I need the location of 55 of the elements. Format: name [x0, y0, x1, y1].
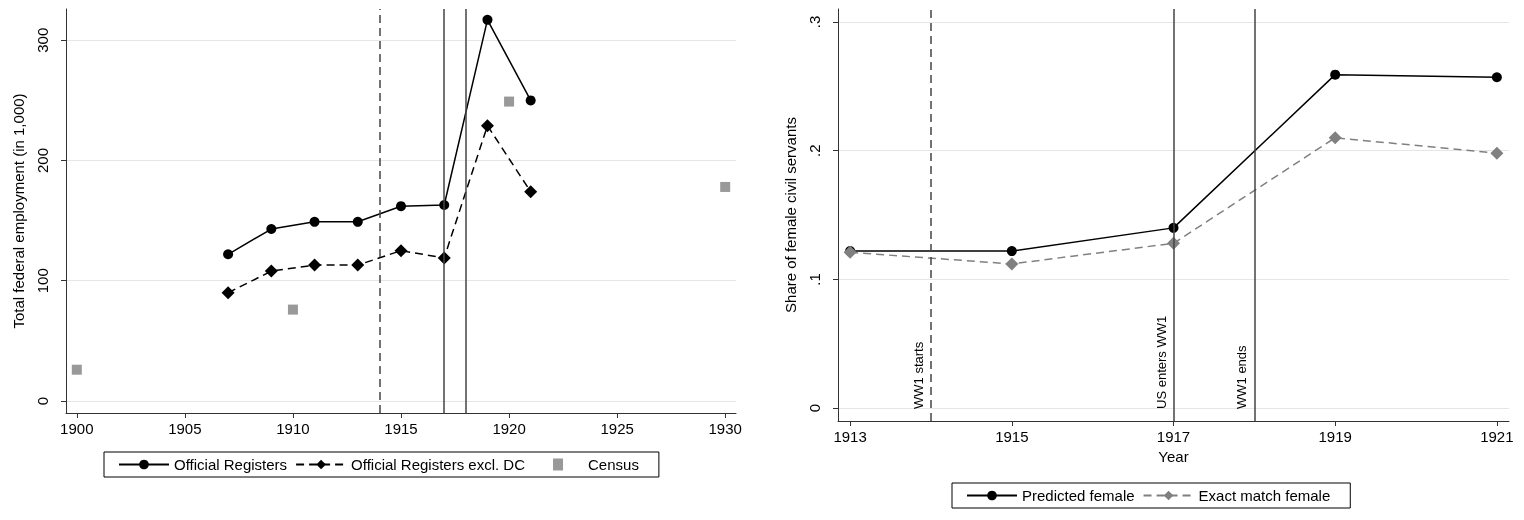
- point: [480, 119, 494, 133]
- point: [308, 258, 322, 272]
- point: [71, 364, 82, 375]
- x-tick-label: 1910: [276, 420, 310, 437]
- ref-line-label: WW1 ends: [1234, 344, 1250, 409]
- point: [266, 224, 277, 235]
- x-tick-label: 1905: [168, 420, 202, 437]
- x-tick-label: 1925: [600, 420, 634, 437]
- point: [287, 304, 298, 315]
- x-axis-title: Year: [1158, 448, 1189, 465]
- point: [352, 216, 363, 227]
- point: [1490, 146, 1504, 160]
- y-tick-label: 300: [34, 27, 51, 53]
- x-tick-label: 1915: [995, 428, 1029, 445]
- y-axis-title: Total federal employment (in 1,000): [10, 93, 27, 329]
- x-tick-label: 1913: [833, 428, 867, 445]
- x-tick-label: 1917: [1156, 428, 1191, 445]
- point: [1005, 257, 1019, 271]
- y-tick-label: .1: [806, 273, 823, 286]
- point: [264, 264, 278, 278]
- y-tick-label: .3: [806, 15, 823, 29]
- x-tick-label: 1920: [492, 420, 526, 437]
- y-tick-label: 0: [806, 403, 823, 413]
- x-tick-label: 1900: [60, 420, 94, 437]
- x-tick-label: 1915: [384, 420, 418, 437]
- x-tick-label: 1930: [708, 420, 742, 437]
- y-tick-label: 200: [34, 147, 51, 174]
- legend-label: Predicted female: [1022, 487, 1135, 504]
- point: [524, 185, 538, 199]
- x-tick-label: 1919: [1318, 428, 1352, 445]
- y-tick-label: 0: [34, 396, 51, 406]
- legend-label: Official Registers excl. DC: [351, 456, 526, 473]
- point: [221, 286, 235, 300]
- point: [1491, 72, 1502, 83]
- y-tick-label: .2: [806, 144, 823, 157]
- point: [482, 14, 493, 25]
- y-tick-label: 100: [34, 268, 51, 294]
- point: [525, 95, 536, 106]
- point: [223, 249, 234, 260]
- ref-line-label: US enters WW1: [1153, 315, 1169, 409]
- legend-label: Exact match female: [1198, 487, 1331, 504]
- point: [396, 201, 406, 212]
- legend-label: Census: [588, 456, 639, 473]
- point: [309, 216, 320, 227]
- ref-line-label: WW1 starts: [910, 341, 926, 409]
- point: [1006, 246, 1017, 257]
- point: [1330, 69, 1341, 80]
- x-tick-label: 1921: [1480, 428, 1514, 445]
- point: [504, 96, 515, 107]
- point: [1328, 131, 1342, 145]
- legend-label: Official Registers: [174, 456, 288, 473]
- y-axis-title: Share of female civil servants: [782, 117, 799, 313]
- point: [394, 244, 408, 258]
- point: [351, 258, 365, 272]
- point: [720, 181, 731, 192]
